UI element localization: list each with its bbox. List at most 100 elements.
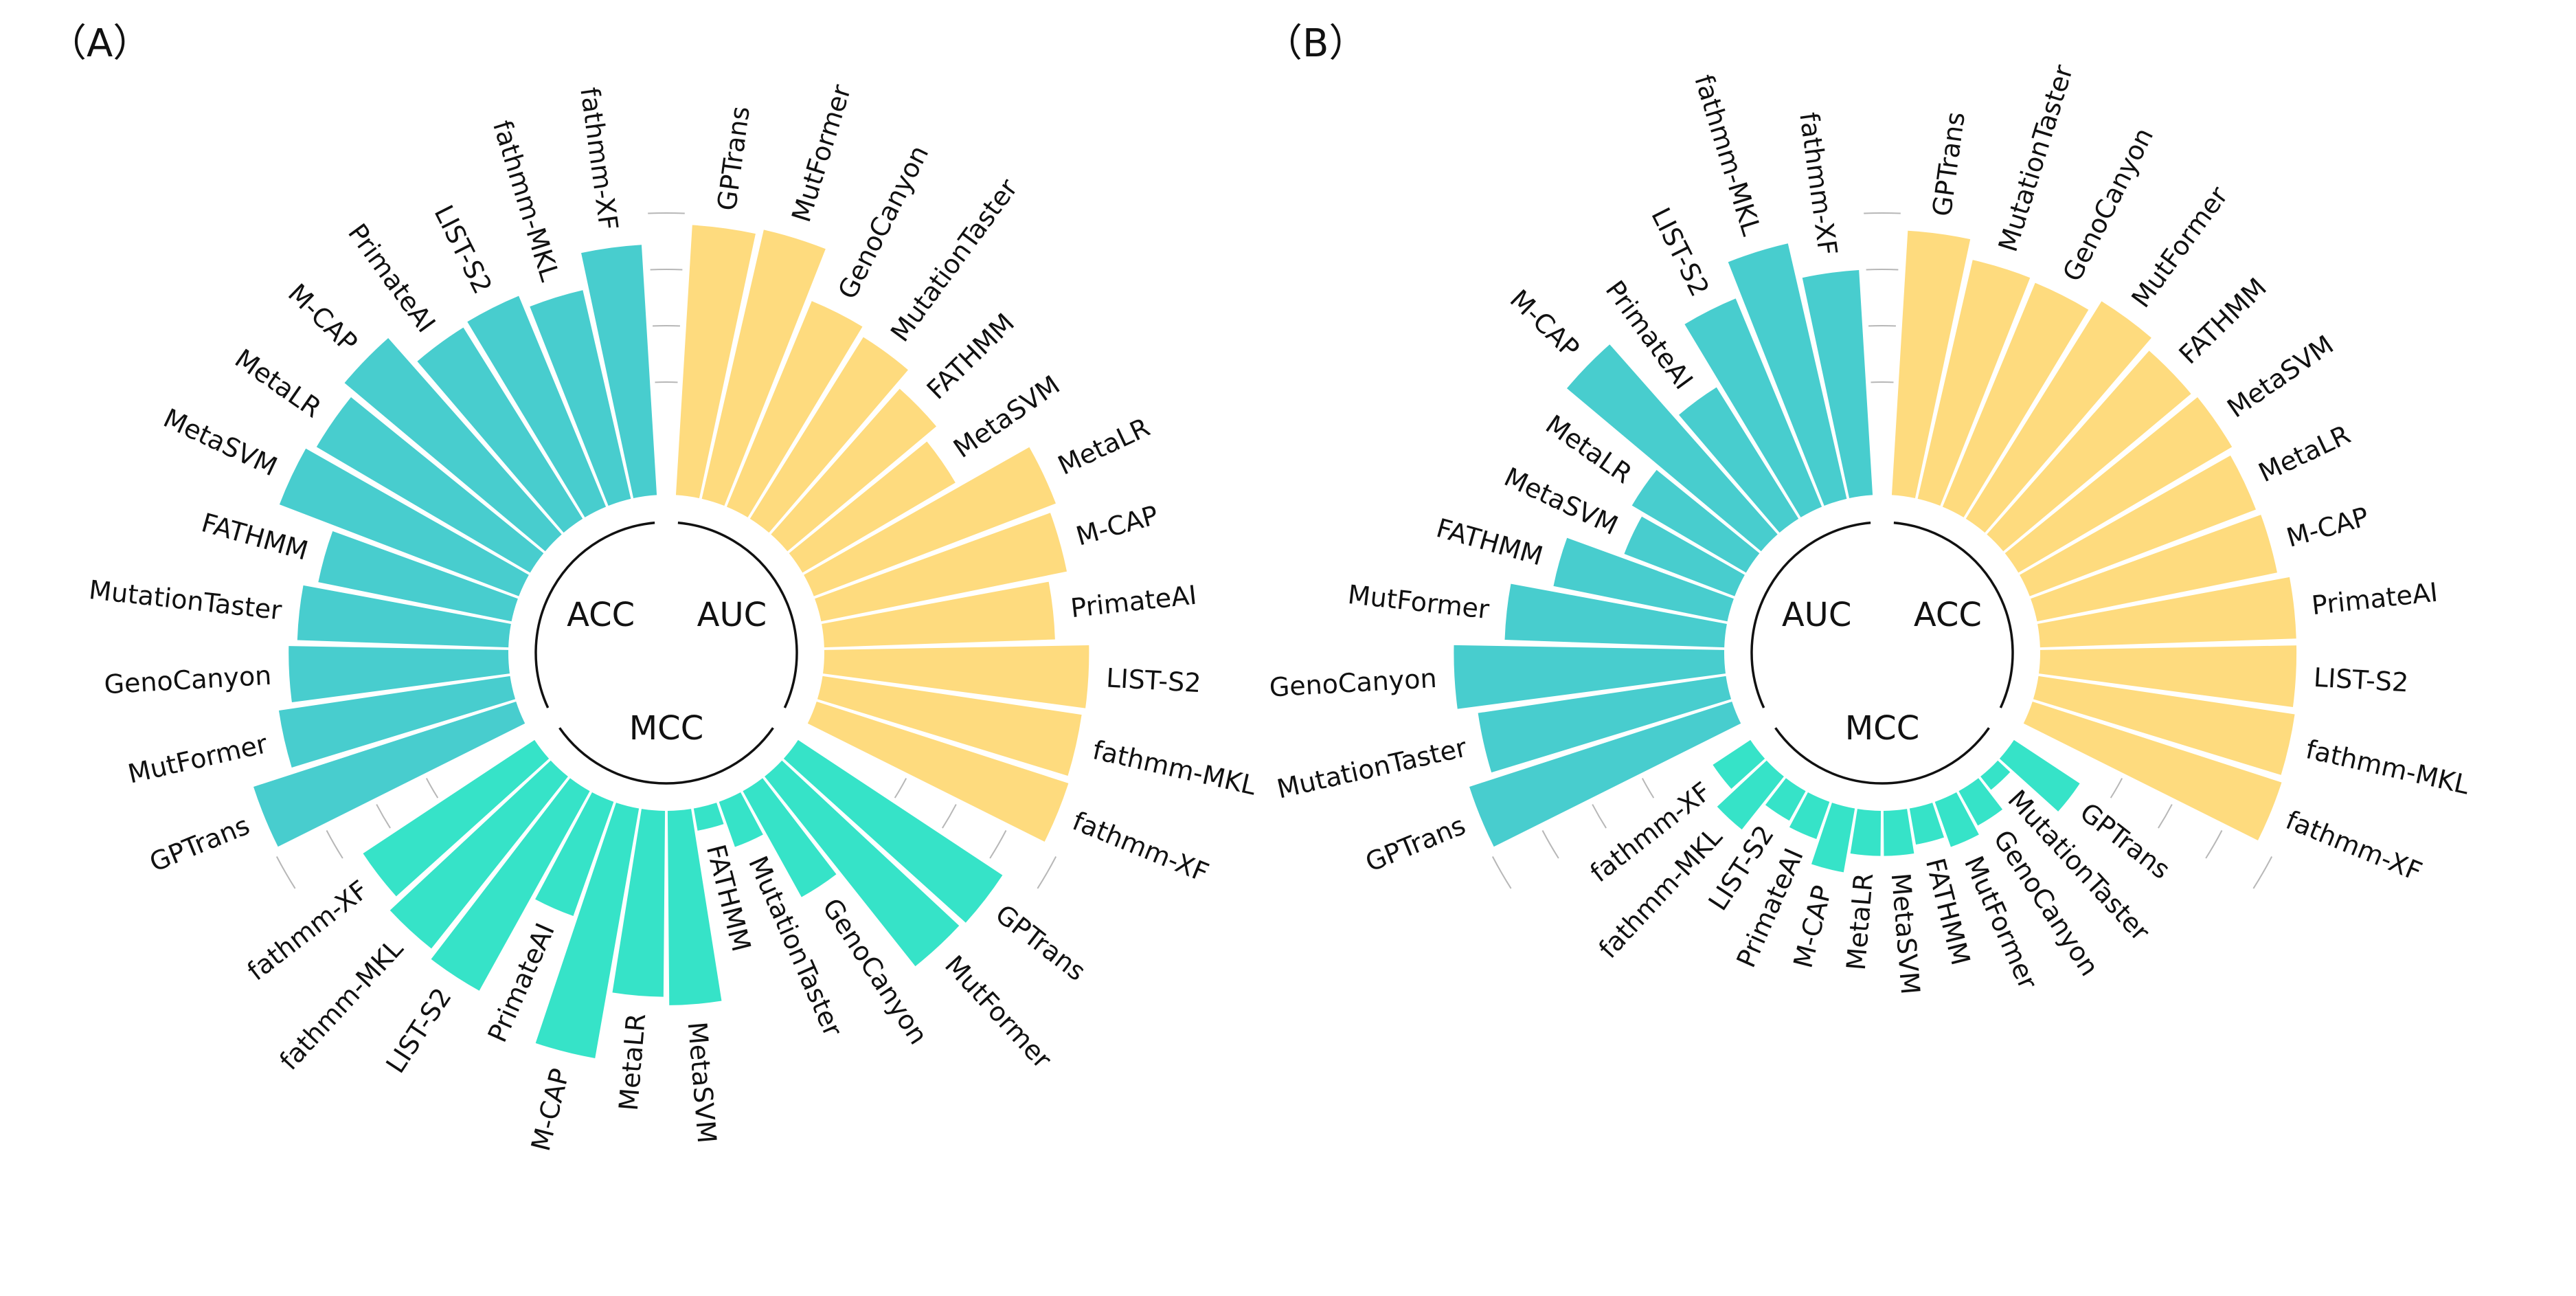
category-label: M-CAP [526, 1065, 576, 1154]
category-label: MetaSVM [1886, 872, 1926, 996]
bar [1965, 301, 2151, 533]
category-label: GPTrans [1361, 810, 1469, 878]
category-label: PrimateAI [1069, 580, 1198, 624]
bar [1478, 675, 1732, 773]
category-label: GenoCanyon [103, 660, 272, 700]
bar [815, 513, 1067, 622]
metric-label: ACC [567, 596, 635, 634]
reference-arc [648, 212, 685, 214]
category-label: M-CAP [1504, 284, 1585, 364]
category-label: GPTrans [712, 104, 756, 212]
bar [701, 230, 826, 506]
category-label: M-CAP [282, 278, 363, 358]
bar [278, 675, 516, 768]
bar [789, 441, 956, 573]
panel-label: （A） [48, 21, 151, 66]
bar [1802, 270, 1873, 499]
panel-b: （B） ACC GPTrans MutationTasterGenoCanyonMu… [1264, 21, 2472, 996]
category-label: MutFormer [2125, 181, 2234, 313]
metric-label: ACC [1914, 596, 1982, 634]
bar [1765, 778, 1806, 821]
category-label: GenoCanyon [832, 141, 934, 304]
reference-arc [1864, 212, 1901, 214]
category-label: MutationTaster [1993, 61, 2079, 255]
bar [1469, 701, 1741, 847]
bar [1454, 645, 1726, 709]
category-label: fathmm-XF [2281, 805, 2426, 887]
reference-arc [326, 830, 343, 859]
bar [535, 792, 614, 917]
bar [1850, 809, 1882, 856]
bar [297, 585, 511, 648]
bar [1999, 739, 2080, 812]
category-label: GenoCanyon [2057, 123, 2159, 287]
category-label: MetaSVM [948, 370, 1065, 464]
reference-arc [376, 804, 391, 829]
reference-arc [2252, 856, 2273, 889]
category-label: GPTrans [990, 899, 1092, 987]
reference-arc [942, 804, 957, 829]
bar [1553, 537, 1734, 622]
bar [1934, 792, 1979, 847]
category-label: M-CAP [1073, 500, 1162, 551]
bar [1909, 803, 1945, 845]
bar [1883, 809, 1914, 856]
bar [1504, 583, 1727, 648]
reference-arc [2110, 778, 2123, 798]
category-label: LIST-S2 [428, 200, 498, 298]
reference-arc [1037, 856, 1057, 889]
bar [1728, 243, 1847, 506]
bar [1717, 760, 1784, 830]
bar [765, 760, 960, 967]
group-arc [558, 727, 774, 785]
category-label: MutFormer [939, 950, 1058, 1075]
category-label: MetaLR [229, 343, 327, 423]
bar [783, 739, 1003, 923]
bar [1942, 282, 2089, 517]
category-label: M-CAP [2283, 501, 2372, 552]
group-arc [677, 522, 798, 708]
bar [389, 760, 568, 949]
bar [667, 809, 722, 1005]
bar [316, 397, 544, 573]
category-label: fathmm-MKL [2303, 734, 2472, 800]
category-label: MutFormer [125, 728, 270, 790]
reference-arc [2205, 830, 2223, 859]
bar [743, 778, 837, 897]
bar [344, 337, 562, 552]
category-label: MutFormer [786, 81, 857, 226]
bar [2033, 675, 2295, 775]
metric-label: MCC [1845, 709, 1919, 748]
bar [2023, 701, 2282, 840]
bar [2039, 645, 2297, 707]
reference-arc [989, 830, 1007, 859]
reference-arc [2158, 804, 2173, 829]
category-label: fathmm-MKL [1688, 71, 1767, 238]
category-label: fathmm-XF [1794, 111, 1843, 257]
bar [318, 530, 518, 622]
panel-label: （B） [1264, 21, 1367, 66]
category-label: MutationTaster [87, 574, 283, 625]
bar [749, 337, 908, 533]
category-label: fathmm-MKL [1090, 735, 1259, 801]
category-label: FATHMM [1433, 513, 1546, 571]
metric-label: AUC [697, 596, 767, 634]
category-label: MetaSVM [159, 403, 282, 482]
category-label: MetaSVM [2222, 329, 2339, 423]
category-label: LIST-S2 [1645, 203, 1715, 301]
group-arc [534, 522, 655, 708]
bar [807, 701, 1069, 842]
bar [1566, 344, 1778, 552]
reference-arc [1541, 830, 1559, 859]
bar [279, 448, 529, 596]
category-label: MetaLR [613, 1012, 652, 1112]
category-label: MetaLR [1053, 412, 1154, 480]
bar [1713, 739, 1765, 789]
bar [804, 447, 1056, 596]
category-label: PrimateAI [342, 218, 441, 338]
category-label: FATHMM [921, 307, 1020, 405]
bar [467, 295, 607, 517]
bar [823, 645, 1089, 708]
bar [581, 245, 657, 499]
